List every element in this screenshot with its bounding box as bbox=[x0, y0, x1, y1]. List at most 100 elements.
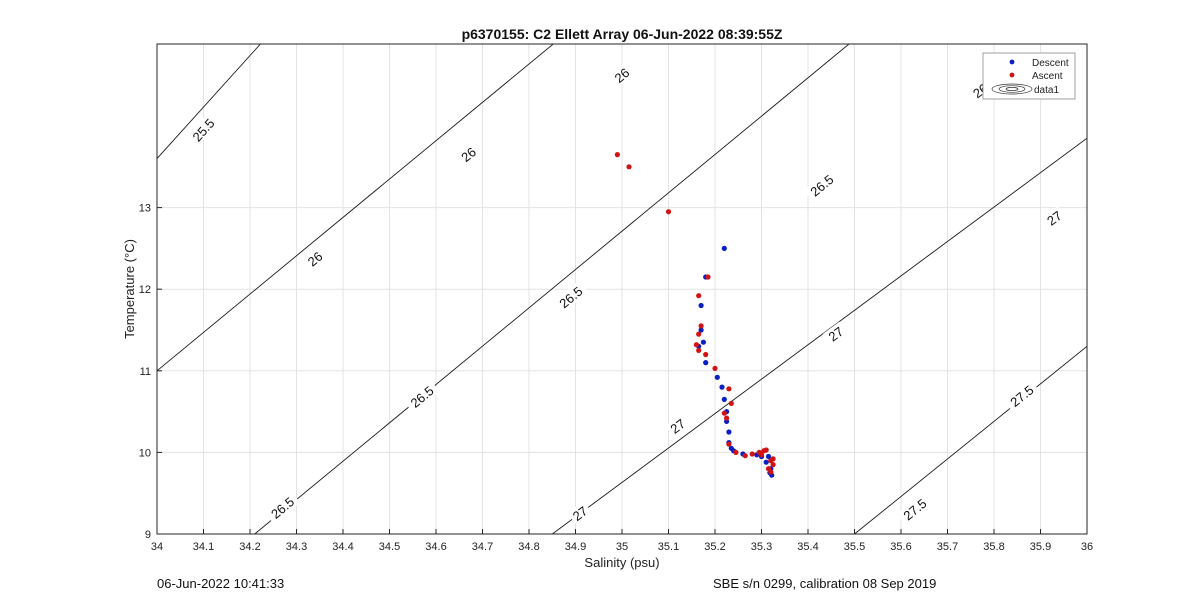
x-tick-label-0: 34 bbox=[151, 541, 163, 553]
ascent-point-21 bbox=[763, 447, 769, 453]
footer-timestamp: 06-Jun-2022 10:41:33 bbox=[157, 576, 285, 591]
y-tick-label-3: 12 bbox=[139, 284, 151, 296]
contour-line-26-5 bbox=[254, 44, 850, 534]
contour-label-12: 27 bbox=[567, 501, 593, 526]
ascent-point-18 bbox=[749, 451, 755, 457]
ascent-point-8 bbox=[696, 347, 702, 353]
x-tick-label-9: 34.9 bbox=[565, 541, 586, 553]
x-tick-label-15: 35.5 bbox=[844, 541, 865, 553]
descent-point-19 bbox=[763, 459, 769, 465]
descent-point-3 bbox=[698, 327, 704, 333]
contour-label-2: 26 bbox=[455, 142, 481, 167]
contour-line-25-5 bbox=[157, 44, 262, 159]
ascent-point-17 bbox=[742, 453, 748, 459]
ascent-point-0 bbox=[614, 152, 621, 158]
ascent-point-16 bbox=[733, 449, 739, 455]
legend-marker-ascent bbox=[1009, 72, 1015, 78]
contour-label-10: 27 bbox=[823, 321, 849, 346]
ascent-point-1 bbox=[626, 164, 632, 170]
legend: Descent Ascent data1 bbox=[982, 52, 1076, 100]
x-tick-label-19: 35.9 bbox=[1030, 541, 1051, 553]
contour-label-9: 27 bbox=[1041, 205, 1067, 230]
ascent-point-27 bbox=[768, 469, 774, 475]
descent-point-6 bbox=[703, 360, 709, 366]
x-tick-label-1: 34.1 bbox=[193, 541, 214, 553]
contour-label-bg bbox=[665, 413, 691, 438]
footer-calibration: SBE s/n 0299, calibration 08 Sep 2019 bbox=[713, 576, 937, 591]
legend-label-ascent: Ascent bbox=[1032, 71, 1063, 82]
x-tick-label-16: 35.6 bbox=[890, 541, 911, 553]
ascent-point-2 bbox=[665, 209, 672, 215]
x-tick-label-18: 35.8 bbox=[983, 541, 1004, 553]
x-tick-label-6: 34.6 bbox=[425, 541, 446, 553]
chart-title: p6370155: C2 Ellett Array 06-Jun-2022 08… bbox=[462, 26, 783, 42]
contour-label-bg bbox=[1003, 379, 1040, 413]
legend-label-descent: Descent bbox=[1032, 58, 1069, 69]
grid-lines bbox=[157, 44, 1087, 534]
ascent-point-15 bbox=[726, 441, 732, 447]
y-axis-ticks: 9 10 11 12 13 bbox=[139, 203, 162, 541]
contour-label-bg bbox=[552, 280, 589, 314]
x-tick-label-3: 34.3 bbox=[286, 541, 307, 553]
x-axis-ticks: 34 34.1 34.2 34.3 34.4 34.5 34.6 34.7 34.8 34.9 35… bbox=[151, 529, 1093, 553]
contour-line-27 bbox=[552, 137, 1087, 534]
x-tick-label-7: 34.7 bbox=[472, 541, 493, 553]
contour-label-bg bbox=[823, 321, 849, 346]
legend-marker-contour-icon bbox=[991, 83, 1033, 95]
x-tick-label-20: 36 bbox=[1081, 541, 1093, 553]
descent-point-8 bbox=[719, 384, 725, 390]
descent-point-4 bbox=[700, 339, 707, 345]
contour-label-11: 27 bbox=[665, 413, 691, 438]
ascent-point-11 bbox=[726, 386, 732, 392]
descent-point-0 bbox=[721, 245, 727, 251]
x-tick-label-4: 34.4 bbox=[332, 541, 353, 553]
ascent-point-3 bbox=[705, 274, 711, 280]
ascent-point-14 bbox=[724, 415, 730, 421]
ascent-point-12 bbox=[728, 400, 734, 406]
contour-label-bg bbox=[896, 492, 933, 526]
contour-label-bg bbox=[567, 501, 593, 526]
x-tick-label-12: 35.2 bbox=[704, 541, 725, 553]
contour-label-bg bbox=[455, 142, 481, 167]
contour-label-1: 26 bbox=[609, 62, 635, 88]
contour-label-text: 27 bbox=[570, 503, 591, 524]
y-tick-label-2: 11 bbox=[140, 366, 151, 378]
descent-point-7 bbox=[714, 374, 720, 380]
contour-label-bg bbox=[609, 62, 635, 88]
x-tick-label-5: 34.5 bbox=[379, 541, 400, 553]
descent-point-12 bbox=[726, 429, 732, 435]
ascent-point-6 bbox=[696, 331, 702, 337]
ascent-point-5 bbox=[698, 323, 704, 329]
legend-marker-descent bbox=[1009, 59, 1015, 65]
contour-label-bg bbox=[403, 379, 440, 414]
ascent-point-25 bbox=[770, 462, 776, 468]
x-tick-label-2: 34.2 bbox=[239, 541, 260, 553]
contour-label-bg bbox=[803, 168, 840, 202]
contour-label-bg bbox=[264, 490, 301, 525]
ascent-point-7 bbox=[693, 342, 700, 348]
contour-line-26 bbox=[157, 44, 554, 372]
y-tick-label-0: 9 bbox=[145, 529, 151, 541]
data-points bbox=[614, 152, 776, 478]
x-tick-label-17: 35.7 bbox=[937, 541, 958, 553]
contour-label-3: 26 bbox=[302, 246, 328, 271]
x-tick-label-11: 35.1 bbox=[658, 541, 679, 553]
ascent-point-13 bbox=[721, 410, 727, 416]
descent-point-20 bbox=[765, 453, 772, 460]
contour-label-text: 27 bbox=[1044, 208, 1065, 229]
x-tick-label-13: 35.3 bbox=[751, 541, 772, 553]
density-contours bbox=[157, 44, 1087, 534]
contour-label-bg bbox=[186, 112, 221, 148]
x-tick-label-10: 35 bbox=[616, 541, 628, 553]
legend-label-data1: data1 bbox=[1034, 85, 1059, 96]
ascent-point-22 bbox=[758, 452, 765, 458]
contour-line-27-5 bbox=[854, 345, 1087, 534]
descent-point-9 bbox=[721, 396, 727, 402]
ascent-point-4 bbox=[696, 293, 702, 299]
y-axis-label: Temperature (°C) bbox=[122, 239, 137, 339]
x-tick-label-14: 35.4 bbox=[797, 541, 818, 553]
ascent-point-24 bbox=[770, 456, 776, 462]
x-tick-label-8: 34.8 bbox=[518, 541, 539, 553]
ascent-point-9 bbox=[703, 351, 709, 358]
